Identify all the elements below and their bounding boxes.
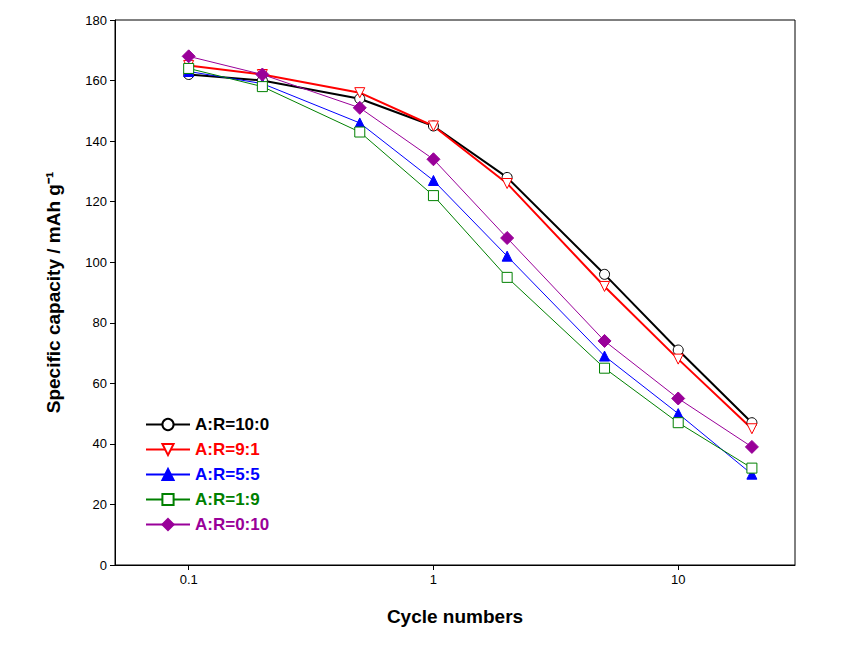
svg-text:0: 0 [100,558,107,573]
svg-text:60: 60 [93,376,107,391]
svg-text:A:R=1:9: A:R=1:9 [195,490,260,509]
svg-text:80: 80 [93,315,107,330]
svg-text:A:R=9:1: A:R=9:1 [195,440,260,459]
svg-text:40: 40 [93,436,107,451]
svg-text:140: 140 [85,134,107,149]
svg-text:A:R=5:5: A:R=5:5 [195,465,260,484]
svg-text:180: 180 [85,13,107,28]
svg-text:1: 1 [430,572,437,587]
svg-text:160: 160 [85,73,107,88]
svg-text:A:R=0:10: A:R=0:10 [195,515,269,534]
svg-text:Cycle numbers: Cycle numbers [387,606,523,627]
svg-text:0.1: 0.1 [180,572,198,587]
svg-text:120: 120 [85,194,107,209]
svg-text:100: 100 [85,255,107,270]
svg-text:20: 20 [93,497,107,512]
svg-text:10: 10 [671,572,685,587]
svg-text:Specific capacity / mAh g⁻¹: Specific capacity / mAh g⁻¹ [43,172,64,413]
svg-text:A:R=10:0: A:R=10:0 [195,415,269,434]
